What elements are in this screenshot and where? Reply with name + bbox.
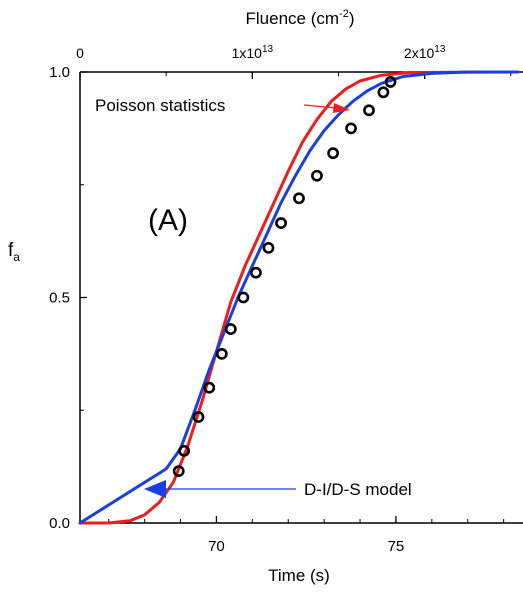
data-point (293, 192, 305, 205)
top-tick-label-exponent: 13 (434, 44, 446, 55)
top-tick-label: 0 (76, 45, 84, 61)
plot-frame (79, 71, 523, 524)
y-tick-label: 0.5 (49, 290, 70, 307)
data-point (203, 381, 216, 394)
data-point (250, 266, 262, 279)
top-tick-label-base: 2x10 (404, 45, 435, 61)
data-point (327, 147, 340, 160)
left-axis: 0.0 0.5 1.0 fa (8, 64, 87, 532)
x-tick-label: 70 (208, 538, 225, 555)
data-point (345, 122, 357, 135)
data-point (377, 86, 390, 99)
poisson-annotation-label: Poisson statistics (95, 96, 225, 115)
x-axis-label: Time (s) (268, 566, 330, 585)
data-point (275, 217, 287, 229)
data-point (192, 411, 205, 423)
top-tick-label-base: 0 (76, 45, 84, 61)
data-point (262, 241, 275, 254)
series-line-poisson (78, 70, 520, 525)
top-axis-label-superscript: -2 (339, 8, 349, 20)
panel-label: (A) (148, 204, 188, 237)
top-axis-label: Fluence (cm-2) (246, 8, 355, 28)
top-tick-label: 2x1013 (404, 44, 446, 61)
data-point (384, 76, 397, 88)
top-tick-label-base: 1x10 (232, 45, 263, 61)
series-line-di-ds-model (78, 70, 520, 525)
x-tick-label: 75 (388, 538, 405, 555)
data-point (237, 291, 250, 304)
bottom-axis: 70 75 Time (s) (108, 516, 505, 585)
data-point (172, 465, 185, 478)
top-axis-label-main: Fluence (cm (246, 9, 340, 28)
y-axis-label-main: f (8, 240, 14, 261)
top-axis-label-end: ) (349, 9, 355, 28)
y-tick-label: 0.0 (49, 515, 70, 532)
y-tick-label: 1.0 (49, 64, 70, 81)
y-axis-label: fa (8, 240, 20, 264)
data-point (363, 104, 375, 117)
data-point (178, 444, 191, 457)
di-ds-annotation-label: D-I/D-S model (304, 480, 412, 499)
data-point (224, 323, 237, 335)
data-point (215, 347, 228, 360)
series-layer (78, 70, 520, 525)
di-ds-arrow-head (144, 480, 166, 498)
poisson-arrow-line (303, 104, 337, 109)
top-tick-label-exponent: 13 (262, 44, 274, 55)
data-point (311, 169, 323, 182)
annotation-layer: (A) Poisson statistics D-I/D-S model (95, 96, 412, 499)
top-tick-label: 1x1013 (232, 44, 274, 61)
y-axis-label-subscript: a (13, 250, 20, 264)
poisson-arrow-head (333, 103, 350, 113)
